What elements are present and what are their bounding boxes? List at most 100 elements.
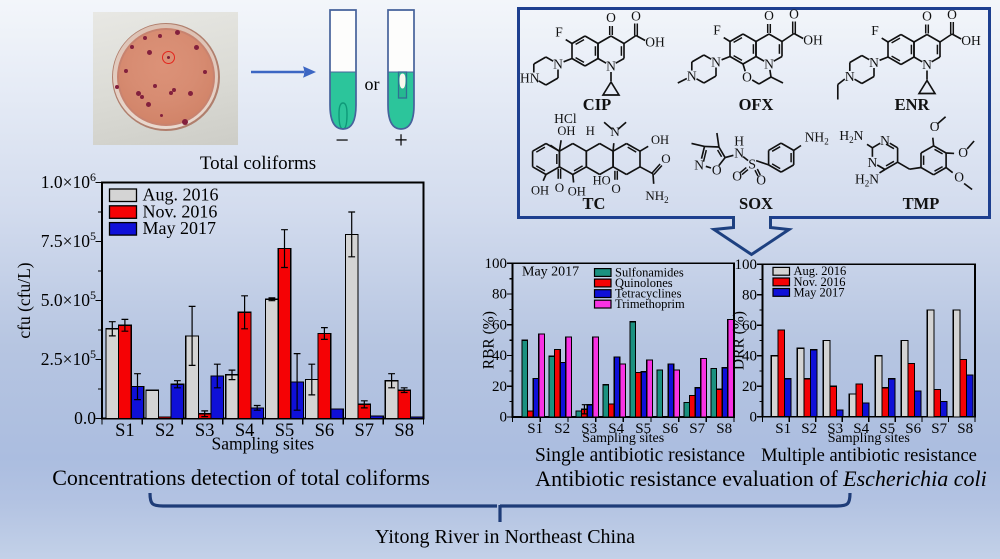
- svg-text:N: N: [868, 155, 878, 170]
- svg-text:S1: S1: [115, 421, 135, 441]
- svg-text:O: O: [606, 10, 616, 25]
- svg-text:2.5×105: 2.5×105: [41, 347, 96, 369]
- svg-text:F: F: [871, 23, 879, 38]
- svg-text:S8: S8: [957, 421, 973, 437]
- svg-text:S7: S7: [355, 421, 375, 441]
- svg-text:S8: S8: [394, 421, 414, 441]
- svg-text:O: O: [611, 181, 620, 196]
- svg-text:Trimethoprim: Trimethoprim: [615, 297, 685, 311]
- svg-text:O: O: [922, 9, 932, 24]
- svg-text:S4: S4: [235, 421, 255, 441]
- svg-text:20: 20: [492, 379, 507, 395]
- svg-text:F: F: [713, 23, 721, 38]
- svg-text:S2: S2: [554, 421, 570, 437]
- svg-text:O: O: [555, 180, 564, 195]
- svg-text:S6: S6: [315, 421, 335, 441]
- svg-text:S1: S1: [527, 421, 543, 437]
- svg-text:O: O: [958, 145, 968, 160]
- svg-text:S1: S1: [775, 421, 791, 437]
- svg-text:S5: S5: [275, 421, 295, 441]
- svg-text:Nov. 2016: Nov. 2016: [143, 201, 218, 221]
- svg-text:40: 40: [742, 348, 757, 364]
- svg-text:S2: S2: [801, 421, 817, 437]
- svg-text:80: 80: [742, 287, 757, 303]
- svg-text:N: N: [694, 158, 704, 173]
- svg-text:OFX: OFX: [739, 95, 774, 114]
- svg-text:May 2017: May 2017: [794, 285, 845, 299]
- svg-text:OH: OH: [645, 35, 665, 50]
- svg-text:N: N: [553, 57, 563, 72]
- svg-text:S: S: [748, 158, 756, 173]
- svg-text:OH: OH: [557, 124, 575, 138]
- svg-text:20: 20: [742, 379, 757, 395]
- svg-text:N: N: [764, 57, 774, 72]
- svg-text:DRR (%): DRR (%): [731, 311, 748, 370]
- svg-text:N: N: [606, 59, 616, 74]
- svg-text:Quinolones: Quinolones: [615, 276, 673, 290]
- svg-text:O: O: [732, 169, 742, 184]
- svg-text:7.5×105: 7.5×105: [41, 229, 96, 251]
- svg-text:Sampling sites: Sampling sites: [582, 431, 664, 446]
- svg-text:Sampling sites: Sampling sites: [828, 431, 910, 446]
- svg-text:SOX: SOX: [739, 194, 773, 213]
- svg-text:Nov. 2016: Nov. 2016: [794, 275, 846, 289]
- svg-text:TC: TC: [583, 194, 606, 213]
- svg-text:Tetracyclines: Tetracyclines: [615, 287, 682, 301]
- svg-text:F: F: [555, 25, 563, 40]
- svg-text:H: H: [734, 134, 744, 149]
- svg-text:S7: S7: [689, 421, 705, 437]
- svg-text:S2: S2: [155, 421, 175, 441]
- svg-text:N: N: [687, 69, 697, 84]
- svg-text:N: N: [845, 69, 855, 84]
- svg-text:S6: S6: [905, 421, 921, 437]
- svg-text:60: 60: [492, 317, 507, 333]
- svg-text:80: 80: [492, 287, 507, 303]
- svg-text:N: N: [734, 146, 744, 161]
- svg-text:O: O: [631, 9, 641, 24]
- svg-text:O: O: [930, 119, 940, 134]
- svg-text:O: O: [954, 170, 964, 185]
- svg-text:0.0: 0.0: [74, 408, 96, 428]
- svg-text:40: 40: [492, 348, 507, 364]
- svg-text:H2N: H2N: [839, 128, 863, 145]
- svg-text:5.0×105: 5.0×105: [41, 288, 96, 310]
- svg-text:RBR (%): RBR (%): [481, 311, 498, 369]
- svg-text:S3: S3: [195, 421, 215, 441]
- svg-text:Sulfonamides: Sulfonamides: [615, 265, 684, 279]
- svg-text:S4: S4: [608, 421, 624, 437]
- svg-text:May 2017: May 2017: [143, 218, 217, 238]
- svg-text:May 2017: May 2017: [522, 265, 579, 280]
- svg-text:S6: S6: [662, 421, 678, 437]
- svg-text:0: 0: [500, 410, 508, 426]
- svg-text:O: O: [756, 173, 766, 188]
- svg-text:1.0×106: 1.0×106: [41, 170, 96, 192]
- svg-text:OH: OH: [961, 33, 981, 48]
- svg-text:H: H: [586, 124, 595, 138]
- svg-text:N: N: [869, 55, 879, 70]
- svg-text:100: 100: [735, 258, 758, 273]
- svg-text:cfu (cfu/L): cfu (cfu/L): [14, 262, 34, 338]
- svg-text:S3: S3: [581, 421, 597, 437]
- svg-text:S7: S7: [931, 421, 947, 437]
- svg-text:Aug. 2016: Aug. 2016: [794, 264, 847, 278]
- svg-text:60: 60: [742, 318, 757, 334]
- svg-text:S5: S5: [879, 421, 895, 437]
- svg-text:N: N: [880, 133, 890, 148]
- svg-text:CIP: CIP: [583, 95, 611, 114]
- svg-text:OH: OH: [651, 133, 669, 147]
- svg-text:O: O: [764, 8, 774, 23]
- svg-text:N: N: [922, 57, 932, 72]
- svg-text:S3: S3: [827, 421, 843, 437]
- svg-text:100: 100: [485, 258, 508, 272]
- svg-text:O: O: [742, 70, 752, 85]
- svg-text:ENR: ENR: [895, 95, 931, 114]
- svg-text:Sampling sites: Sampling sites: [212, 434, 315, 454]
- svg-text:OH: OH: [531, 184, 549, 198]
- svg-text:S4: S4: [853, 421, 869, 437]
- svg-text:Aug. 2016: Aug. 2016: [143, 185, 219, 205]
- svg-text:O: O: [712, 163, 722, 178]
- svg-text:TMP: TMP: [903, 194, 940, 213]
- svg-text:O: O: [947, 7, 957, 22]
- svg-text:S5: S5: [635, 421, 651, 437]
- svg-text:HO: HO: [593, 174, 611, 188]
